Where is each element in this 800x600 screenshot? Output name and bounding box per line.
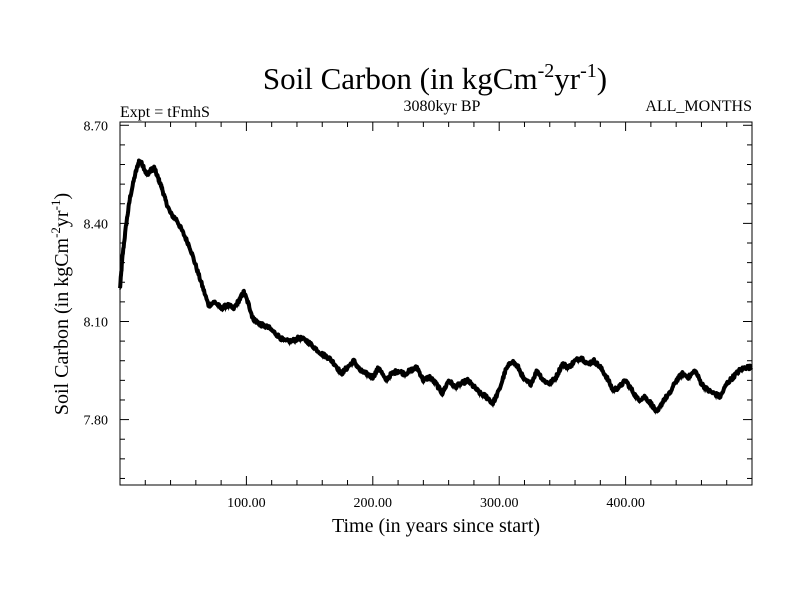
period-label: 3080kyr BP	[404, 98, 481, 115]
x-tick-labels: 100.00 200.00 300.00 400.00	[227, 496, 645, 511]
y-tick-label: 8.40	[84, 217, 109, 232]
x-tick-label: 400.00	[606, 496, 645, 511]
chart-title: Soil Carbon (in kgCm-2yr-1)	[263, 60, 607, 96]
soil-carbon-series-noise	[119, 160, 753, 415]
x-tick-label: 100.00	[227, 496, 266, 511]
y-axis-title: Soil Carbon (in kgCm-2yr-1)	[48, 193, 73, 415]
plot-frame	[119, 121, 753, 486]
y-tick-label: 7.80	[84, 414, 109, 429]
months-label: ALL_MONTHS	[645, 98, 752, 115]
x-tick-label: 200.00	[354, 496, 393, 511]
series-layer	[118, 158, 754, 415]
x-tick-label: 300.00	[480, 496, 519, 511]
y-tick-label: 8.10	[84, 315, 109, 330]
y-tick-labels: 7.80 8.10 8.40 8.70	[84, 119, 109, 428]
axis-ticks	[120, 122, 752, 485]
experiment-label: Expt = tFmhS	[120, 104, 210, 121]
y-tick-label: 8.70	[84, 119, 109, 134]
soil-carbon-series-line	[118, 158, 754, 414]
x-axis-title: Time (in years since start)	[332, 515, 540, 537]
